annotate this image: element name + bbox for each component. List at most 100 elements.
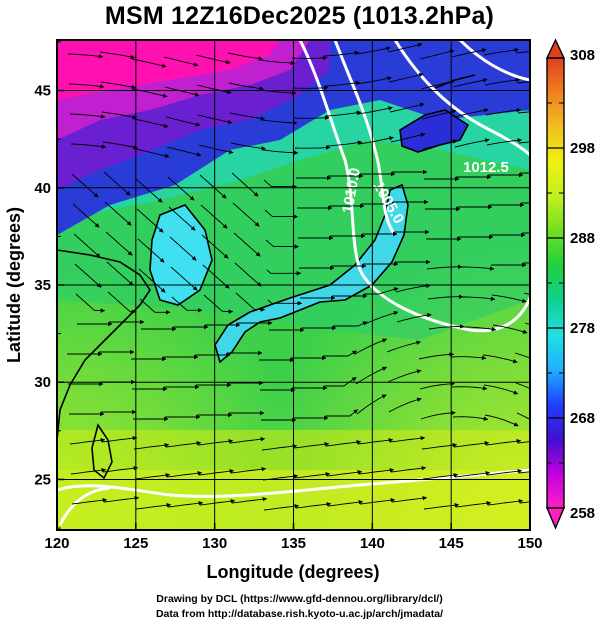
streamline	[71, 497, 108, 505]
colorbar-tick-label: 278	[570, 320, 595, 337]
streamline	[267, 299, 303, 306]
streamline	[388, 397, 422, 413]
streamline	[395, 283, 431, 293]
streamline	[459, 266, 495, 271]
streamline	[139, 298, 171, 315]
streamline	[101, 111, 137, 120]
streamline	[514, 352, 530, 359]
streamline	[133, 118, 169, 129]
streamline	[418, 352, 455, 360]
streamline	[134, 148, 170, 159]
streamline	[389, 102, 425, 113]
streamline	[389, 435, 426, 443]
streamline	[324, 377, 357, 387]
streamline	[233, 232, 261, 257]
streamline	[387, 42, 423, 53]
x-axis-label: Longitude (degrees)	[206, 562, 379, 582]
streamline	[165, 440, 202, 448]
streamline	[483, 47, 520, 56]
streamline	[354, 338, 388, 355]
streamline	[453, 108, 489, 118]
streamline	[451, 386, 488, 391]
streamline	[294, 471, 331, 479]
streamline	[135, 502, 172, 510]
streamline	[461, 326, 497, 332]
x-tick-label: 130	[202, 535, 227, 552]
streamline	[138, 268, 166, 293]
streamline	[99, 51, 135, 60]
streamline	[262, 149, 299, 155]
streamline	[486, 468, 523, 476]
credits: Drawing by DCL (https://www.gfd-dennou.o…	[0, 592, 599, 622]
streamline	[234, 262, 262, 287]
colorbar-top-arrow	[545, 38, 566, 59]
streamline	[202, 264, 230, 289]
colorbar-bottom-arrow	[545, 507, 566, 530]
streamline	[104, 201, 132, 226]
streamline	[165, 116, 201, 127]
streamline	[167, 500, 204, 508]
colorbar-tick-label: 308	[570, 47, 595, 64]
streamline	[69, 113, 106, 119]
streamline	[168, 206, 196, 231]
streamline	[73, 233, 101, 258]
streamline	[396, 312, 432, 323]
streamline	[70, 467, 107, 475]
streamline	[390, 465, 427, 473]
streamline	[419, 49, 455, 60]
streamline	[325, 439, 362, 447]
y-tick-label: 40	[34, 180, 51, 197]
streamline	[232, 202, 260, 227]
streamline	[355, 366, 388, 385]
colorbar-tick-label: 288	[570, 230, 595, 247]
streamline	[324, 80, 361, 87]
streamline	[358, 467, 395, 475]
streamline	[70, 143, 107, 149]
streamline	[69, 437, 106, 445]
streamline	[135, 178, 163, 203]
streamline	[357, 437, 394, 445]
streamline	[68, 83, 105, 89]
streamline	[333, 321, 368, 327]
streamline	[517, 111, 530, 114]
streamline	[426, 264, 463, 270]
streamline	[483, 384, 519, 395]
streamline	[67, 53, 104, 59]
streamline	[292, 85, 329, 91]
streamline	[325, 110, 362, 117]
streamline	[364, 287, 399, 295]
x-tick-label: 145	[439, 535, 464, 552]
streamline	[452, 78, 488, 88]
streamline	[133, 442, 170, 450]
y-tick-label: 30	[34, 374, 51, 391]
streamline	[295, 501, 332, 509]
streamline	[199, 174, 227, 199]
streamline	[229, 112, 265, 121]
credit-data: Data from http://database.rish.kyoto-u.a…	[155, 608, 444, 620]
streamline	[227, 52, 263, 61]
credit-drawing: Drawing by DCL (https://www.gfd-dennou.o…	[156, 593, 443, 605]
streamline	[102, 465, 139, 473]
grid-lines	[57, 40, 530, 530]
streamline	[485, 107, 522, 116]
streamline	[419, 381, 455, 390]
streamline	[323, 50, 360, 57]
streamline	[518, 471, 530, 474]
streamline	[291, 55, 328, 61]
streamline	[454, 138, 490, 148]
streamline	[390, 132, 426, 143]
streamline	[169, 236, 197, 261]
streamline	[422, 472, 459, 480]
streamline	[199, 498, 236, 506]
map-title: MSM 12Z16Dec2025 (1013.2hPa)	[104, 2, 495, 30]
streamline	[518, 141, 530, 144]
streamline	[427, 294, 464, 300]
streamline	[486, 138, 523, 146]
streamline	[515, 382, 530, 390]
streamline	[491, 294, 527, 303]
streamline	[487, 498, 524, 506]
y-axis: 25 30 35 40 45	[34, 41, 64, 529]
streamline	[75, 293, 106, 313]
contour-label: 1012.5	[463, 159, 509, 176]
